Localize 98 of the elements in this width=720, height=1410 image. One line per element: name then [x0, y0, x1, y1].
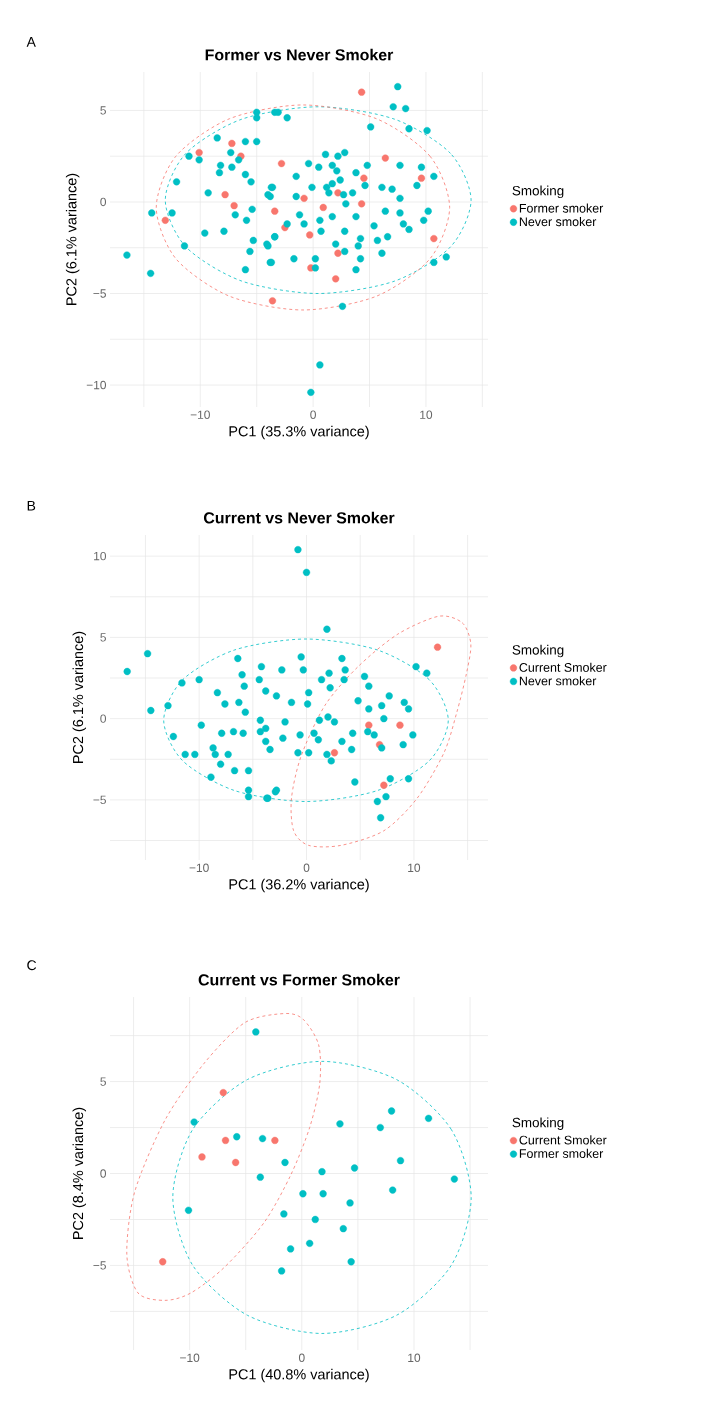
chart-title: Current vs Former Smoker [198, 973, 400, 986]
y-axis-title: PC2 (8.4% variance) [72, 1107, 87, 1239]
point [230, 202, 238, 210]
y-tick-label: 10 [94, 551, 107, 561]
point [332, 275, 340, 283]
point [318, 1168, 326, 1176]
point [336, 1120, 344, 1128]
legend-label: Current Smoker [519, 662, 607, 672]
y-axis-title: PC2 (6.1% variance) [65, 173, 80, 305]
legend-label: Former smoker [519, 1148, 604, 1158]
point [299, 1190, 307, 1198]
point [430, 234, 438, 243]
text: C [27, 960, 37, 971]
x-axis-title: PC1 (35.3% variance) [229, 425, 369, 440]
point [161, 216, 169, 224]
point [339, 1225, 347, 1233]
point [334, 249, 342, 257]
point [306, 231, 314, 239]
y-tick-label: −5 [93, 795, 106, 805]
point [268, 297, 277, 305]
point [424, 1114, 433, 1122]
point [330, 749, 339, 757]
point [221, 1136, 230, 1145]
point [228, 139, 236, 147]
y-tick-label: −10 [86, 380, 107, 390]
point [311, 1215, 319, 1224]
point [271, 207, 279, 215]
y-tick-label: 0 [100, 714, 107, 723]
x-tick-label: −10 [180, 1353, 200, 1362]
legend-title: Smoking [512, 185, 564, 199]
point [358, 200, 366, 208]
x-tick-label: 0 [310, 410, 316, 419]
point [350, 1164, 359, 1172]
point [219, 1089, 227, 1097]
point [306, 1239, 314, 1247]
point [319, 203, 327, 212]
point [278, 1267, 286, 1275]
x-tick-label: 10 [420, 410, 433, 419]
x-tick-label: −10 [189, 863, 209, 872]
point [221, 191, 229, 199]
point [271, 1136, 279, 1145]
legend-label: Current Smoker [519, 1135, 607, 1145]
point [381, 154, 389, 162]
point [190, 1118, 198, 1126]
point [450, 1175, 458, 1183]
text: A [26, 37, 36, 47]
x-axis-title: PC1 (36.2% variance) [229, 878, 369, 893]
point [387, 1107, 396, 1115]
point [258, 1134, 267, 1143]
point [252, 1028, 260, 1036]
point [280, 1210, 288, 1218]
point [417, 174, 426, 182]
y-tick-label: −5 [93, 1261, 106, 1270]
point [319, 1190, 327, 1198]
point [281, 1158, 289, 1167]
point [389, 1186, 397, 1194]
legend-label: Former smoker [519, 203, 604, 213]
x-axis-title: PC1 (40.8% variance) [229, 1368, 369, 1383]
text: B [27, 500, 36, 511]
x-tick-label: 0 [303, 863, 310, 872]
point [195, 148, 203, 157]
point [233, 1133, 241, 1141]
point [256, 1173, 264, 1181]
point [184, 1206, 193, 1214]
x-tick-label: 10 [408, 1353, 421, 1362]
point [334, 189, 342, 197]
legend-label: Never smoker [519, 676, 597, 686]
point [159, 1258, 167, 1266]
legend-title: Smoking [512, 1117, 564, 1130]
point [365, 721, 373, 729]
legend-label: Never smoker [519, 216, 597, 227]
x-tick-label: 10 [408, 863, 421, 872]
legend-title: Smoking [512, 644, 564, 658]
point [360, 174, 368, 182]
point [300, 194, 308, 202]
y-tick-label: 5 [100, 633, 106, 642]
point [376, 1123, 384, 1132]
point [198, 1153, 206, 1161]
y-tick-label: 0 [100, 197, 107, 207]
point [396, 721, 404, 729]
x-tick-label: −10 [190, 410, 210, 419]
point [232, 1158, 240, 1167]
point [346, 1199, 354, 1207]
point [433, 643, 442, 651]
y-tick-label: 5 [100, 1077, 106, 1086]
y-tick-label: 5 [100, 106, 106, 115]
point [380, 781, 388, 789]
chart-title: Former vs Never Smoker [205, 48, 394, 61]
y-axis-title: PC2 (6.1% variance) [72, 631, 87, 763]
y-tick-label: −5 [93, 289, 106, 298]
point [286, 1245, 295, 1253]
y-tick-label: 0 [100, 1169, 107, 1178]
point [347, 1258, 355, 1266]
point [396, 1157, 405, 1165]
x-tick-label: 0 [298, 1353, 305, 1362]
point [358, 88, 366, 96]
point [277, 159, 286, 168]
chart-title: Current vs Never Smoker [203, 511, 395, 524]
